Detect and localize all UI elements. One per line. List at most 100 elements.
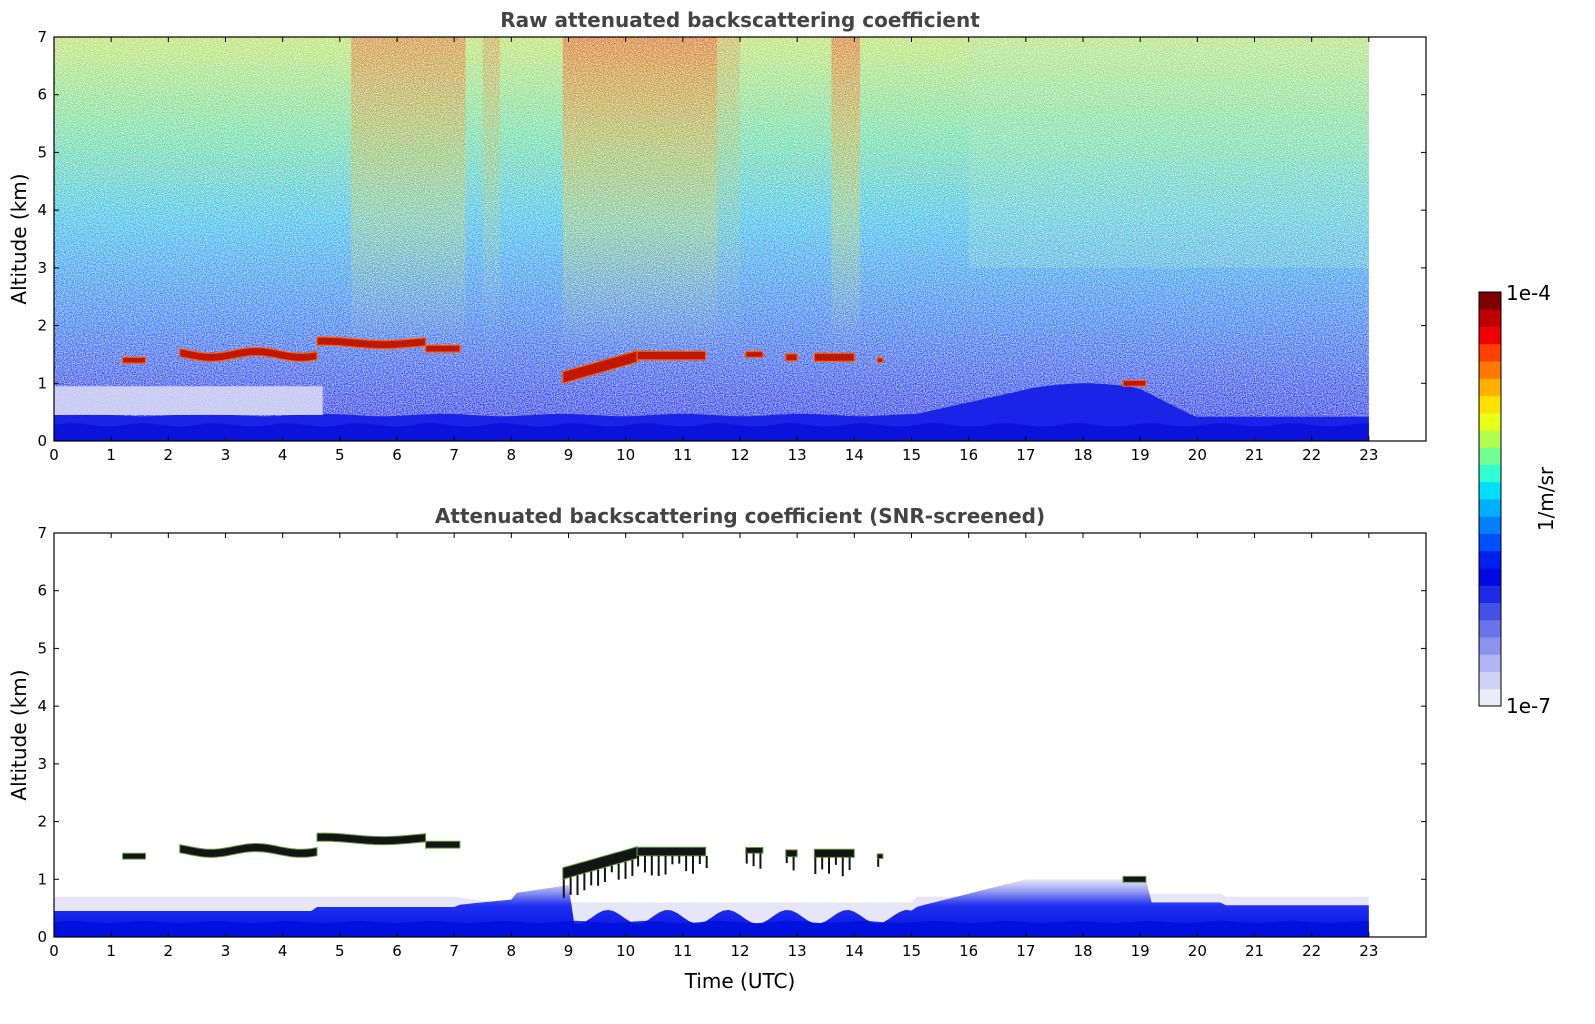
cloud-streak	[569, 877, 572, 895]
cloud-streak	[637, 855, 640, 867]
cloud-streak	[597, 869, 600, 886]
y-tick-label: 1	[37, 870, 47, 888]
x-tick-label: 16	[959, 942, 978, 960]
cloud-streak	[678, 855, 681, 864]
colorbar-swatch	[1479, 671, 1501, 690]
x-tick-label: 16	[959, 446, 978, 464]
x-tick-label: 6	[392, 446, 402, 464]
cloud-streak	[759, 853, 762, 869]
colorbar-swatch	[1479, 343, 1501, 362]
x-tick-label: 13	[788, 942, 807, 960]
colorbar-swatch	[1479, 412, 1501, 431]
colorbar-swatch	[1479, 619, 1501, 638]
cloud-streak	[814, 857, 817, 875]
colorbar-swatch	[1479, 292, 1501, 310]
cloud-layer	[783, 353, 798, 362]
cloud-streak	[562, 879, 565, 898]
x-tick-label: 18	[1073, 942, 1092, 960]
x-tick-label: 3	[221, 942, 231, 960]
cloud-layer	[813, 848, 855, 858]
colorbar-swatch	[1479, 378, 1501, 396]
colorbar: 1e-4 1e-7 1/m/sr	[1478, 281, 1558, 718]
y-tick-label: 6	[37, 582, 47, 600]
x-axis: 0 1 2 3 4 5 6 7 8 9 10 11 12 13 14 15 16 17 18 19 20 21 22 23	[49, 37, 1378, 464]
colorbar-swatch	[1479, 550, 1501, 569]
y-tick-label: 4	[37, 697, 47, 715]
x-tick-label: 7	[449, 942, 459, 960]
colorbar-swatch	[1479, 361, 1501, 379]
y-axis: 0 1 2 3 4 5 6 7	[37, 28, 1426, 450]
cloud-features	[122, 336, 1147, 387]
colorbar-label: 1/m/sr	[1534, 466, 1558, 531]
y-axis: 0 1 2 3 4 5 6 7	[37, 524, 1426, 946]
surface-aerosol	[54, 920, 1369, 937]
cloud-streak	[691, 855, 694, 874]
colorbar-swatch	[1479, 602, 1501, 621]
colorbar-swatch	[1479, 654, 1501, 672]
heatmap-area	[54, 37, 1369, 441]
x-tick-label: 18	[1073, 446, 1092, 464]
y-tick-label: 4	[37, 201, 47, 219]
x-tick-label: 21	[1245, 942, 1264, 960]
x-tick-label: 20	[1188, 446, 1207, 464]
x-tick-label: 9	[564, 446, 574, 464]
x-tick-label: 1	[106, 446, 116, 464]
colorbar-swatch	[1479, 568, 1501, 586]
x-tick-label: 0	[49, 446, 59, 464]
x-tick-label: 10	[616, 446, 635, 464]
x-tick-label: 6	[392, 942, 402, 960]
y-axis-label: Altitude (km)	[7, 173, 31, 304]
cloud-layer	[1121, 379, 1147, 387]
x-tick-label: 17	[1016, 942, 1035, 960]
x-tick-label: 17	[1016, 446, 1035, 464]
cloud-streak	[877, 858, 880, 867]
colorbar-swatch	[1479, 395, 1501, 414]
cloud-streak	[590, 871, 593, 886]
x-tick-label: 5	[335, 942, 345, 960]
x-tick-label: 19	[1131, 446, 1150, 464]
cloud-streak	[603, 867, 606, 883]
x-tick-label: 14	[845, 942, 864, 960]
y-tick-label: 6	[37, 86, 47, 104]
colorbar-swatch	[1479, 585, 1501, 603]
cloud-layer	[424, 344, 461, 354]
colorbar-swatch	[1479, 447, 1501, 465]
x-tick-label: 15	[902, 446, 921, 464]
x-axis: 0 1 2 3 4 5 6 7 8 9 10 11 12 13 14 15 16 17 18 19 20 21 22 23	[49, 533, 1378, 960]
x-tick-label: 3	[221, 446, 231, 464]
cloud-streak	[752, 853, 755, 867]
colorbar-swatch	[1479, 464, 1501, 483]
cloud-layer	[1122, 875, 1147, 883]
plot-frame	[53, 532, 1427, 938]
y-axis-label: Altitude (km)	[7, 669, 31, 800]
y-tick-label: 0	[37, 928, 47, 946]
cloud-streak	[685, 855, 688, 872]
colorbar-swatches	[1479, 292, 1501, 707]
cloud-streak	[841, 857, 844, 877]
x-tick-label: 0	[49, 942, 59, 960]
colorbar-swatch	[1479, 309, 1501, 327]
x-tick-label: 1	[106, 942, 116, 960]
x-tick-label: 8	[507, 942, 517, 960]
cloud-layer	[179, 843, 318, 858]
y-tick-label: 5	[37, 143, 47, 161]
cloud-layer	[744, 350, 764, 359]
surface-aerosol	[54, 423, 1369, 441]
x-tick-label: 4	[278, 942, 288, 960]
colorbar-max-label: 1e-4	[1506, 281, 1551, 305]
cloud-layer	[425, 840, 461, 850]
cloud-streak	[705, 855, 708, 869]
cloud-layer	[316, 336, 427, 350]
colorbar-swatch	[1479, 516, 1501, 534]
colorbar-min-label: 1e-7	[1506, 694, 1551, 718]
residual-layer	[54, 386, 323, 416]
cloud-layer	[876, 853, 884, 859]
cloud-streak	[657, 855, 660, 877]
x-axis-label: Time (UTC)	[684, 969, 796, 993]
colorbar-swatch	[1479, 637, 1501, 655]
x-tick-label: 23	[1359, 942, 1378, 960]
chart-title: Raw attenuated backscattering coefficien…	[500, 8, 980, 32]
cloud-features	[122, 832, 1147, 898]
colorbar-swatch	[1479, 326, 1501, 345]
colorbar-swatch	[1479, 499, 1501, 517]
